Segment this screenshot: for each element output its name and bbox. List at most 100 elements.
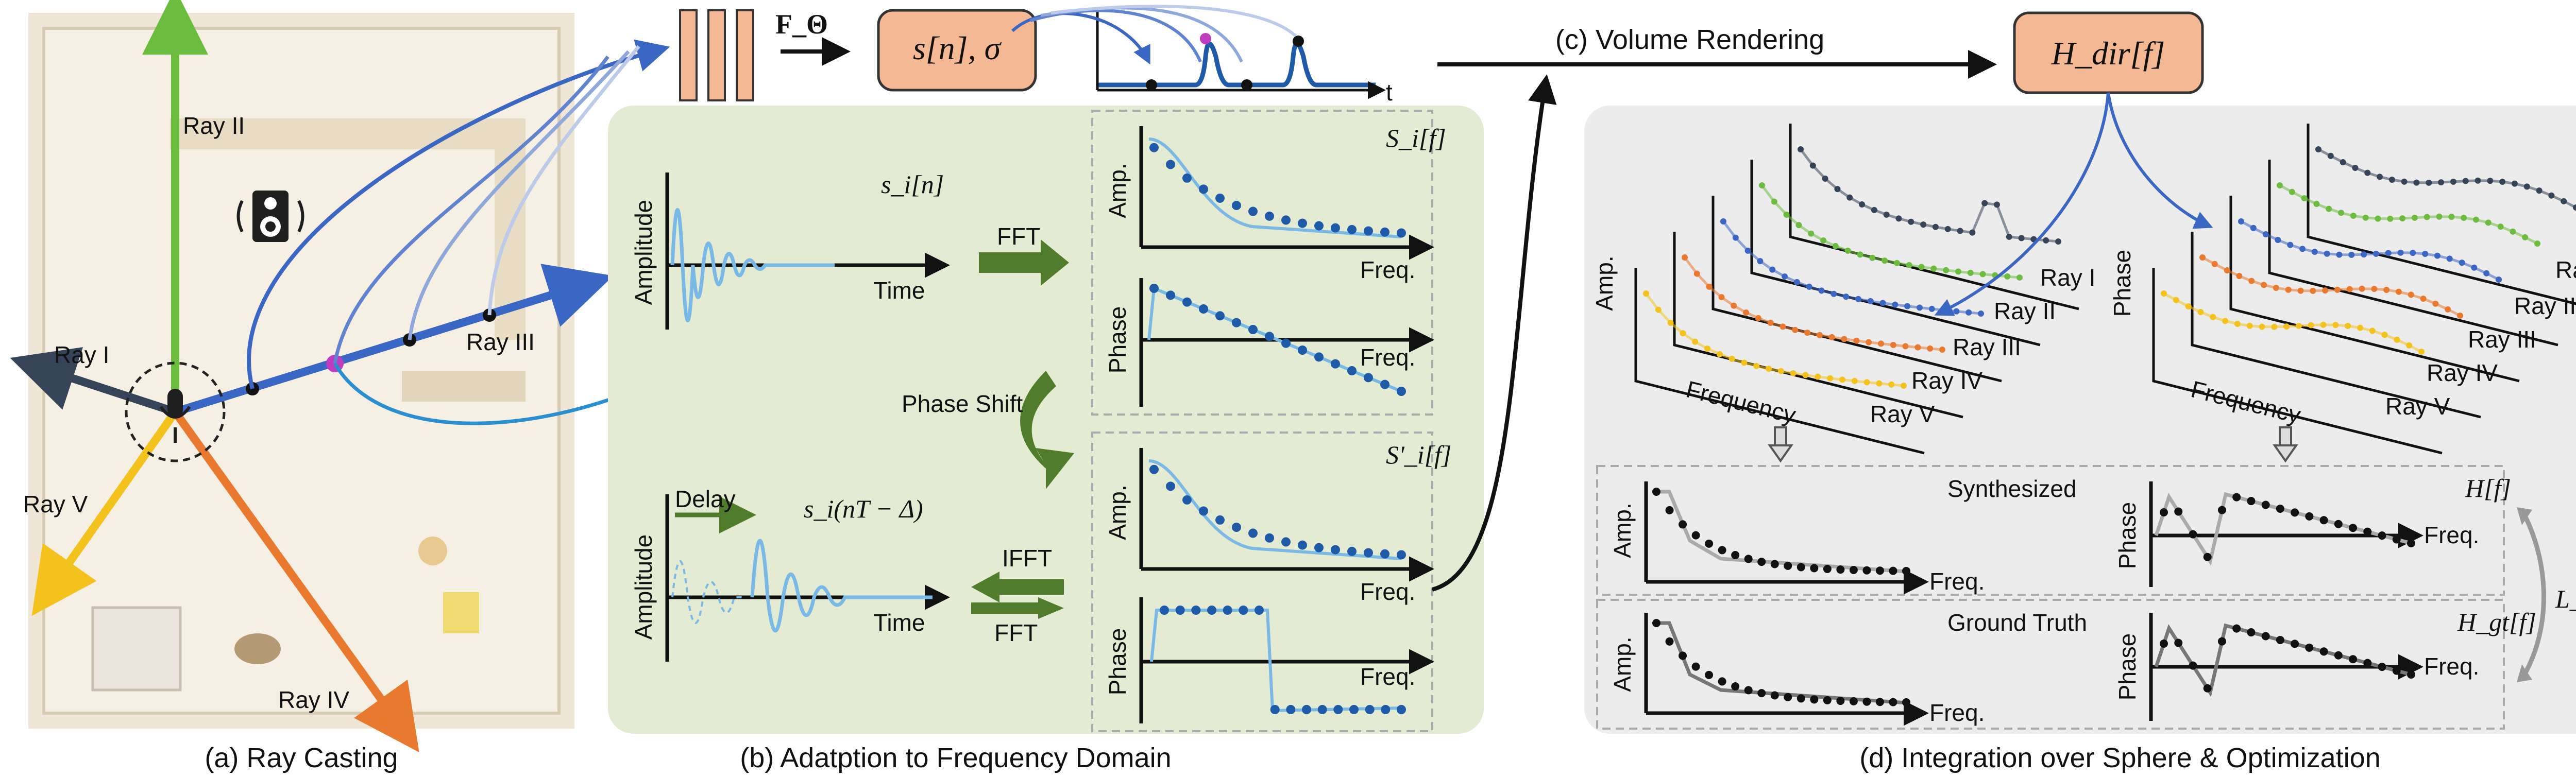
freq-label: Freq. bbox=[1929, 568, 1985, 595]
stack-axis bbox=[1673, 232, 1963, 419]
stack-dot bbox=[1795, 222, 1802, 229]
stack-dot bbox=[1798, 146, 1804, 152]
stack-dot bbox=[1743, 309, 1750, 316]
data-dot bbox=[2261, 632, 2270, 641]
microphone-icon bbox=[159, 389, 191, 443]
stack-dot bbox=[2295, 322, 2302, 329]
stack-dot bbox=[2364, 169, 2371, 176]
ground-truth-box bbox=[1596, 599, 2505, 730]
data-dot bbox=[1215, 193, 1225, 203]
data-dot bbox=[1875, 698, 1884, 706]
stack-dot bbox=[1888, 381, 1895, 388]
stack-dot bbox=[1818, 287, 1825, 294]
data-dot bbox=[1166, 290, 1175, 300]
stack-dot bbox=[2310, 287, 2316, 294]
phase-shift-arrow: Phase Shift bbox=[902, 371, 1074, 489]
stack-dot bbox=[2211, 261, 2218, 267]
data-dot bbox=[2319, 647, 2328, 656]
data-dot bbox=[1836, 565, 1845, 574]
stack-dot bbox=[2308, 322, 2314, 329]
data-dot bbox=[1823, 696, 1832, 704]
data-dot bbox=[1397, 705, 1406, 714]
amp-label: Amp. bbox=[1104, 163, 1131, 218]
stack-dot bbox=[2372, 250, 2379, 257]
data-dot bbox=[1331, 545, 1340, 555]
data-dot bbox=[1810, 695, 1819, 704]
stack-dot bbox=[2534, 240, 2540, 247]
stack-dot bbox=[2388, 177, 2395, 183]
stack-dot bbox=[1955, 268, 1961, 275]
stack-dot bbox=[2338, 210, 2345, 216]
data-dot bbox=[1199, 506, 1208, 516]
data-dot bbox=[1270, 705, 1280, 714]
data-dot bbox=[1665, 506, 1674, 514]
stack-dot bbox=[2346, 286, 2353, 292]
data-dot bbox=[1757, 689, 1766, 698]
synth-phase-plot: Phase Freq. bbox=[2114, 481, 2479, 587]
stack-dot bbox=[2561, 198, 2567, 204]
stack-dot bbox=[1693, 270, 1700, 277]
stack-dot bbox=[1871, 206, 1877, 213]
stack-dot bbox=[1809, 162, 1816, 169]
fft-arrow: FFT bbox=[979, 223, 1069, 286]
stack-ray-label: Ray I bbox=[2040, 264, 2095, 291]
stack-dot bbox=[1682, 254, 1688, 261]
microphone-range bbox=[125, 361, 226, 462]
stack-ray-label: Ray II bbox=[1994, 298, 2056, 324]
ray-label: Ray IV bbox=[278, 686, 349, 713]
data-dot bbox=[2305, 512, 2314, 521]
ray-label: Ray V bbox=[23, 491, 88, 517]
stack-dot bbox=[2457, 313, 2463, 319]
stack-dot bbox=[2262, 231, 2269, 237]
stack-ray-label: Ray IV bbox=[1911, 367, 1982, 394]
spectrum-bottom-label: S'_i[f] bbox=[1386, 440, 1451, 469]
phase-label-line1: Phase Shift bbox=[902, 390, 1023, 417]
data-dot bbox=[1380, 549, 1389, 559]
data-dot bbox=[1397, 387, 1406, 396]
stack-ray-label: Ray III bbox=[2468, 326, 2536, 353]
stack-ray-label: Ray IV bbox=[2427, 359, 2498, 386]
stack-dot bbox=[1883, 211, 1890, 218]
stack-dot bbox=[2523, 183, 2530, 190]
caption-d: (d) Integration over Sphere & Optimizati… bbox=[1859, 743, 2381, 773]
stack-dot bbox=[1932, 223, 1939, 230]
stack-dot bbox=[2277, 182, 2283, 188]
stack-dot bbox=[2248, 278, 2255, 284]
data-dot bbox=[1718, 677, 1726, 686]
stack-series-line bbox=[2240, 220, 2500, 281]
ray-v-line bbox=[31, 409, 179, 616]
data-dot bbox=[2291, 508, 2299, 517]
synth-amp-plot: Amp. Freq. bbox=[1609, 481, 1985, 595]
stack-dot bbox=[1901, 383, 1907, 389]
stack-dot bbox=[1908, 218, 1914, 225]
stack-dot bbox=[2371, 286, 2378, 292]
stack-dot bbox=[1918, 264, 1925, 270]
time-label: Time bbox=[873, 609, 925, 636]
stack-dot bbox=[1804, 330, 1811, 336]
data-dot bbox=[1166, 160, 1175, 169]
data-dot bbox=[1397, 550, 1406, 560]
stack-dot bbox=[2185, 303, 2192, 309]
stack-dot bbox=[2496, 277, 2502, 283]
spectrum-bottom-phase: Phase Freq. bbox=[1104, 597, 1434, 723]
stack-dot bbox=[1815, 373, 1821, 380]
stack-dot bbox=[2461, 214, 2467, 221]
hgt-label: H_gt[f] bbox=[2457, 608, 2536, 636]
stack-dot bbox=[1978, 310, 1984, 317]
stack-ray-label: Ray V bbox=[1870, 401, 1935, 427]
data-dot bbox=[2378, 531, 2386, 540]
down-arrow bbox=[1768, 426, 1793, 463]
data-dot bbox=[1331, 223, 1340, 233]
data-dot bbox=[1191, 606, 1201, 615]
phase-label: Phase bbox=[2109, 250, 2136, 317]
stack-dot bbox=[1759, 182, 1765, 188]
stack-dot bbox=[1843, 293, 1850, 300]
stack-dot bbox=[2375, 215, 2381, 222]
stack-series-line bbox=[2317, 148, 2576, 209]
freq-label: Freq. bbox=[1360, 578, 1415, 605]
stack-dot bbox=[2285, 286, 2292, 293]
stack-dot bbox=[1916, 304, 1923, 311]
stack-dot bbox=[2006, 233, 2012, 240]
data-dot bbox=[1248, 325, 1258, 334]
spectrum-box-bottom bbox=[1091, 431, 1433, 732]
